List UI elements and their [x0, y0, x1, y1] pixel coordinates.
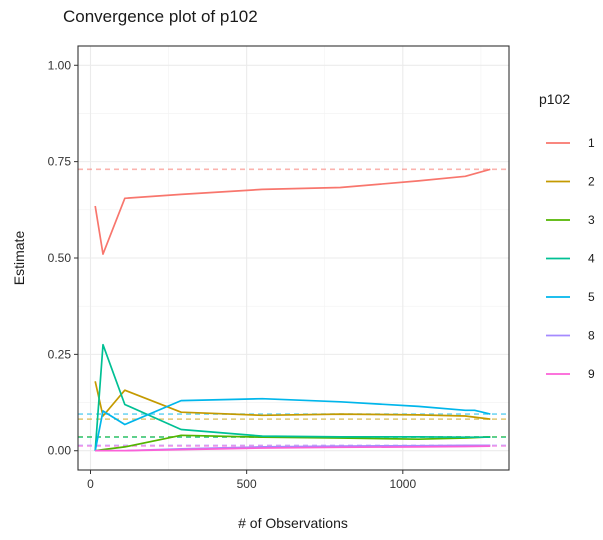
y-tick-label: 0.50	[48, 251, 72, 265]
series-line-1	[94, 168, 491, 255]
x-tick-label: 1000	[389, 477, 416, 491]
grid-lines	[78, 46, 509, 470]
series-line-2	[94, 381, 491, 420]
series-line-9	[95, 445, 491, 452]
x-tick-label: 500	[237, 477, 257, 491]
y-axis-title: Estimate	[11, 231, 27, 286]
legend-label-2: 2	[588, 175, 595, 189]
y-tick-label: 1.00	[48, 58, 72, 72]
series-lines	[94, 168, 491, 452]
legend-label-5: 5	[588, 290, 595, 304]
legend: p102 1 2 3 4 5 8 9	[539, 91, 595, 381]
chart-title: Convergence plot of p102	[63, 7, 258, 26]
axis-ticks: 0 500 1000 0.00 0.25 0.50 0.75 1.00	[48, 58, 417, 491]
legend-label-4: 4	[588, 252, 595, 266]
x-tick-label: 0	[87, 477, 94, 491]
series-line-5	[94, 397, 491, 451]
legend-label-3: 3	[588, 213, 595, 227]
y-tick-label: 0.25	[48, 347, 72, 361]
legend-label-8: 8	[588, 329, 595, 343]
legend-title: p102	[539, 91, 570, 107]
y-tick-label: 0.75	[48, 155, 72, 169]
legend-label-9: 9	[588, 367, 595, 381]
series-line-4	[94, 343, 491, 451]
series-line-3	[95, 434, 491, 452]
legend-label-1: 1	[588, 136, 595, 150]
x-axis-title: # of Observations	[238, 515, 348, 531]
y-tick-label: 0.00	[48, 444, 72, 458]
